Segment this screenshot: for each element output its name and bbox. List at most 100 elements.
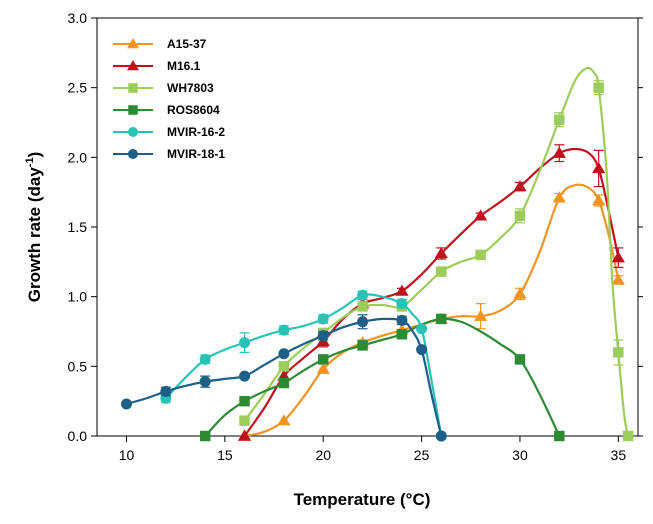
data-point [121, 398, 133, 410]
data-point [199, 353, 211, 365]
data-point [357, 340, 368, 351]
data-point [592, 162, 606, 174]
data-point [593, 82, 604, 93]
series-line [126, 317, 443, 437]
data-point [396, 329, 408, 340]
data-point [474, 309, 488, 321]
data-point [278, 324, 290, 336]
data-point [611, 273, 625, 285]
data-point [239, 370, 251, 382]
data-point [552, 191, 566, 203]
data-point [160, 385, 172, 397]
legend-label: MVIR-18-1 [167, 147, 225, 161]
legend-label: ROS8604 [167, 103, 220, 117]
x-tick-label: 30 [512, 447, 528, 463]
y-tick-label: 1.5 [68, 219, 88, 235]
data-point [416, 323, 428, 335]
legend-marker [127, 38, 139, 49]
x-tick-label: 20 [315, 447, 331, 463]
data-point [237, 429, 252, 441]
data-point [436, 313, 447, 325]
data-point [199, 376, 211, 388]
data-point [239, 395, 250, 407]
x-axis-title: Temperature (°C) [294, 490, 431, 509]
data-point [239, 337, 251, 349]
y-tick-label: 0.0 [68, 428, 88, 444]
series-mvir-16-2 [160, 289, 447, 442]
legend-entry: MVIR-16-2 [113, 125, 225, 139]
legend-marker [128, 149, 138, 159]
legend-marker [127, 60, 139, 71]
data-point [278, 348, 290, 360]
axes: 10 15 20 25 30 35 0.0 0.5 1.0 1.5 2.0 2.5 3.0 [68, 10, 643, 463]
series-line [204, 317, 561, 437]
legend-entry: MVIR-18-1 [113, 147, 225, 161]
data-point [278, 377, 290, 389]
legend-entry: M16.1 [113, 59, 201, 73]
series-wh7803 [239, 66, 634, 442]
x-tick-label: 25 [414, 447, 430, 463]
data-point [592, 194, 606, 206]
legend-entry: WH7803 [113, 81, 214, 95]
data-point [357, 289, 369, 301]
data-point [357, 316, 369, 328]
legend-marker [128, 83, 138, 93]
series-a15-37 [237, 183, 625, 441]
data-point [474, 209, 488, 221]
data-point [396, 314, 408, 326]
x-tick-label: 15 [217, 447, 233, 463]
data-point [416, 344, 428, 356]
y-axis-title-close: ) [25, 152, 44, 158]
data-point [278, 361, 290, 372]
legend-marker [128, 105, 138, 115]
data-point [436, 266, 447, 277]
data-point [552, 146, 566, 158]
data-point [357, 301, 368, 312]
y-axis-title-main: Growth rate (day [25, 167, 44, 303]
data-point [613, 347, 624, 358]
data-point [514, 210, 526, 222]
data-point [318, 354, 329, 365]
legend-label: WH7803 [167, 81, 214, 95]
series-ros8604 [199, 313, 565, 442]
legend-label: MVIR-16-2 [167, 125, 225, 139]
data-point [554, 430, 565, 442]
data-point [277, 414, 291, 426]
y-tick-label: 1.0 [68, 289, 88, 305]
y-tick-label: 2.0 [68, 149, 88, 165]
series-mvir-18-1 [121, 314, 447, 442]
data-point [513, 180, 527, 192]
data-point [239, 415, 250, 426]
data-point [395, 284, 409, 296]
data-point [611, 251, 625, 263]
y-axis-title-superscript: -1 [24, 157, 36, 167]
data-point [434, 246, 448, 259]
legend-marker [128, 127, 138, 137]
x-tick-label: 10 [119, 447, 135, 463]
series-line [244, 183, 620, 438]
y-tick-label: 0.5 [68, 358, 88, 374]
series-line [243, 66, 630, 437]
series-layer [121, 66, 634, 442]
x-tick-label: 35 [611, 447, 627, 463]
data-point [317, 330, 329, 342]
legend-label: A15-37 [167, 37, 207, 51]
legend: A15-37 M16.1 WH7803 ROS8604 MVIR-16-2 MVIR-18… [113, 37, 225, 161]
series-line [243, 147, 620, 437]
legend-entry: ROS8604 [113, 103, 220, 117]
data-point [513, 287, 527, 299]
data-point [316, 362, 330, 374]
data-point [514, 354, 526, 365]
data-point [554, 114, 565, 125]
data-point [622, 430, 634, 442]
legend-label: M16.1 [167, 59, 201, 73]
data-point [396, 298, 408, 310]
data-point [199, 430, 211, 442]
y-tick-label: 3.0 [68, 10, 88, 26]
data-point [475, 249, 486, 261]
y-axis-title: Growth rate (day-1) [24, 152, 44, 303]
data-point [317, 313, 329, 325]
legend-entry: A15-37 [113, 37, 207, 51]
